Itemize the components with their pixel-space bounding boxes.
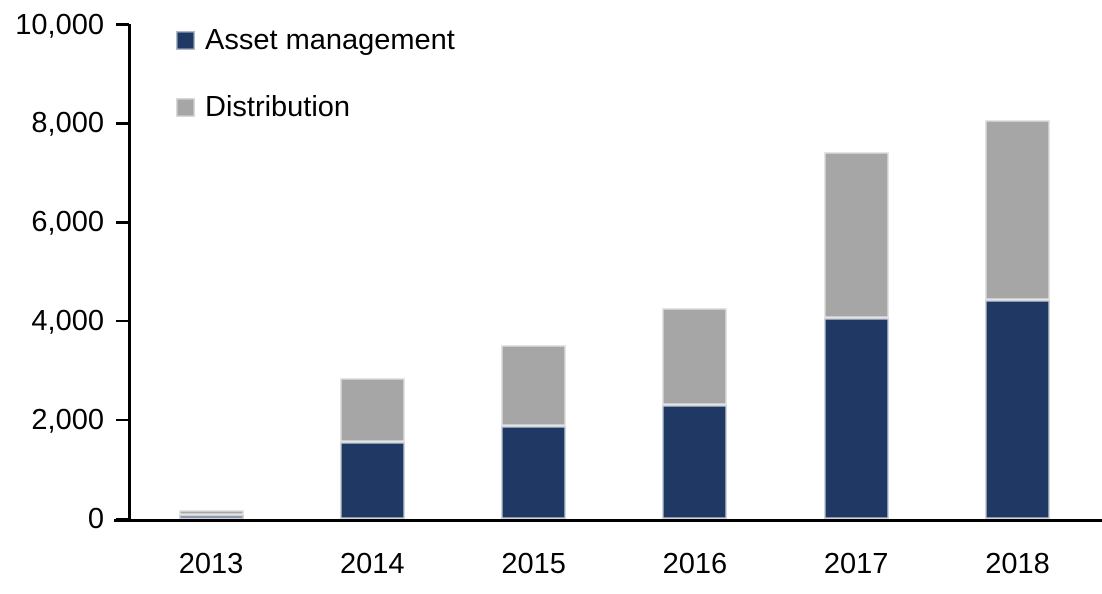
distribution-swatch-icon — [176, 97, 195, 117]
bar-stack-2017 — [823, 151, 889, 519]
y-tick-label: 0 — [87, 503, 104, 535]
x-tick-label-2014: 2014 — [340, 548, 405, 580]
bar-stack-2015 — [501, 345, 567, 519]
y-tick — [116, 517, 129, 521]
y-tick-label: 4,000 — [31, 305, 104, 338]
y-tick-label: 8,000 — [31, 107, 104, 140]
bar-segment-asset-management-2016 — [662, 404, 728, 519]
x-tick-label-2015: 2015 — [501, 548, 566, 580]
bar-segment-distribution-2018 — [985, 120, 1050, 300]
x-tick-label-2016: 2016 — [662, 548, 728, 580]
legend: Asset management Distribution — [176, 24, 455, 158]
bar-stack-2014 — [339, 378, 405, 519]
y-tick — [116, 319, 129, 323]
bar-segment-asset-management-2014 — [339, 441, 405, 519]
bar-segment-asset-management-2015 — [501, 426, 567, 519]
x-axis-line — [114, 518, 1102, 522]
bar-segment-distribution-2016 — [662, 308, 728, 405]
legend-label-asset-management: Asset management — [205, 24, 455, 56]
bar-stack-2013 — [178, 509, 244, 519]
y-axis-line — [128, 24, 131, 521]
bar-segment-asset-management-2013 — [178, 514, 244, 519]
bar-segment-distribution-2017 — [823, 151, 889, 319]
x-tick-label-2017: 2017 — [823, 548, 889, 580]
y-tick — [116, 23, 129, 26]
y-tick-label: 6,000 — [31, 206, 104, 239]
legend-item-distribution: Distribution — [176, 91, 455, 123]
bar-segment-distribution-2013 — [178, 509, 244, 515]
bar-segment-distribution-2014 — [339, 378, 405, 442]
y-tick — [116, 122, 129, 125]
y-tick-label: 2,000 — [31, 404, 104, 437]
y-tick-label: 10,000 — [15, 8, 104, 41]
legend-label-distribution: Distribution — [205, 91, 351, 123]
bar-segment-asset-management-2018 — [985, 299, 1050, 519]
x-tick-label-2018: 2018 — [985, 548, 1050, 580]
bar-segment-distribution-2015 — [501, 345, 567, 427]
legend-item-asset-management: Asset management — [176, 24, 455, 56]
x-tick-label-2013: 2013 — [178, 548, 244, 580]
y-tick — [116, 221, 129, 224]
bar-stack-2018 — [985, 120, 1050, 519]
bar-segment-asset-management-2017 — [823, 318, 889, 519]
bar-stack-2016 — [662, 308, 728, 519]
asset-management-swatch-icon — [176, 30, 195, 50]
y-tick — [116, 418, 129, 422]
